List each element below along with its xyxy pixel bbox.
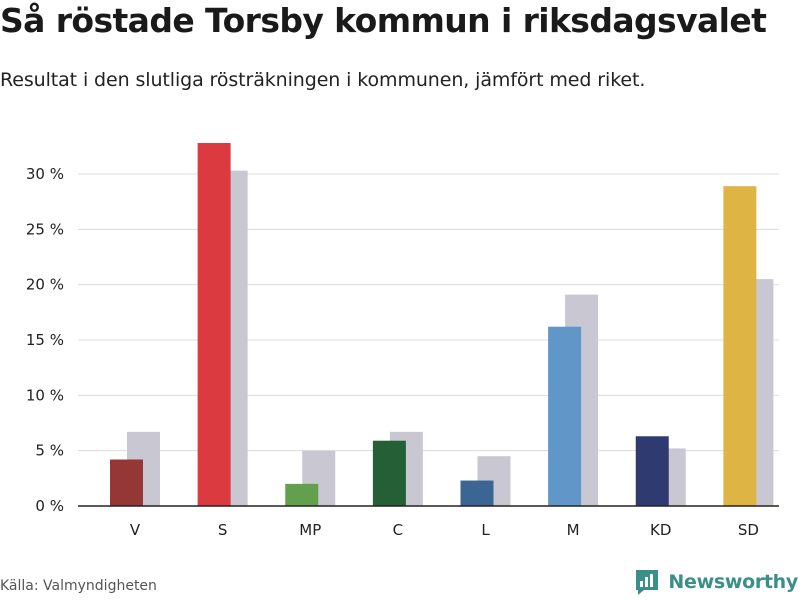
chart-title: Så röstade Torsby kommun i riksdagsvalet <box>0 1 767 40</box>
bar-kommun-c <box>372 440 406 506</box>
x-category-label: L <box>481 521 490 539</box>
bar-kommun-s <box>197 143 231 506</box>
y-tick-label: 5 % <box>35 442 64 460</box>
chart-subtitle: Resultat i den slutliga rösträkningen i … <box>0 69 646 91</box>
y-tick-label: 10 % <box>26 386 64 404</box>
bar-kommun-m <box>548 326 582 506</box>
y-tick-label: 15 % <box>26 331 64 349</box>
y-tick-label: 0 % <box>35 497 64 515</box>
x-category-label: S <box>218 521 228 539</box>
y-tick-label: 20 % <box>26 276 64 294</box>
x-category-label: C <box>393 521 403 539</box>
newsworthy-logo-icon <box>636 570 659 595</box>
bar-kommun-v <box>110 459 143 506</box>
x-category-label: MP <box>299 521 321 539</box>
bar-kommun-l <box>460 480 494 506</box>
y-tick-label: 30 % <box>26 165 64 183</box>
brand-logo[interactable]: Newsworthy <box>634 568 798 596</box>
y-tick-label: 25 % <box>26 220 64 238</box>
bar-kommun-sd <box>723 186 757 506</box>
source-note: Källa: Valmyndigheten <box>0 578 157 594</box>
bar-kommun-mp <box>285 483 319 506</box>
x-category-label: M <box>567 521 580 539</box>
brand-name: Newsworthy <box>668 571 798 593</box>
x-category-label: V <box>130 521 141 539</box>
bar-kommun-kd <box>635 436 669 506</box>
x-category-label: KD <box>650 521 671 539</box>
x-category-label: SD <box>738 521 759 539</box>
